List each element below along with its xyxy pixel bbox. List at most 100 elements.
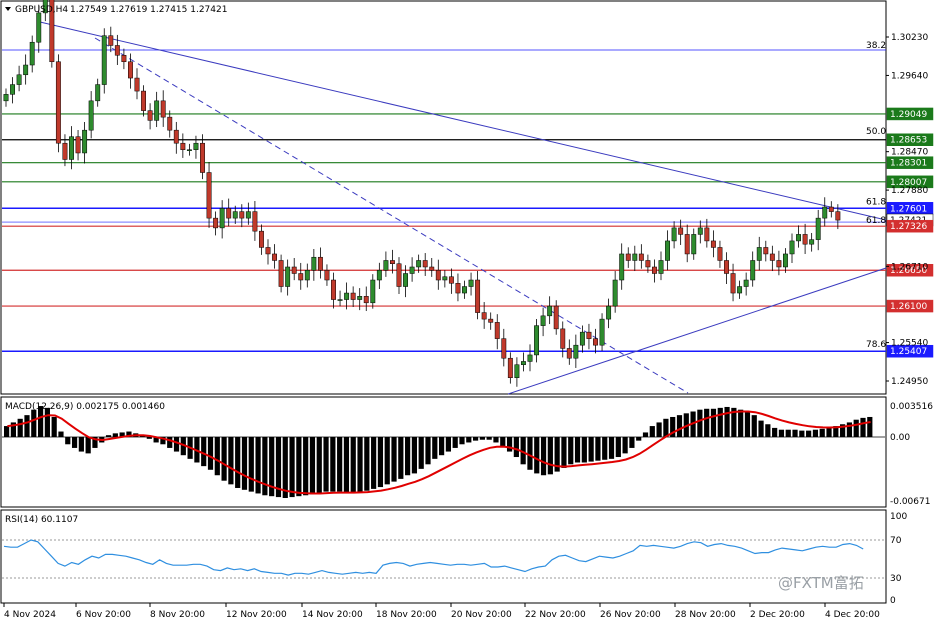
macd-histogram-bar bbox=[731, 407, 737, 437]
candle-body bbox=[232, 211, 238, 219]
candle-body bbox=[488, 318, 494, 323]
time-tick-label: 4 Nov 2024 bbox=[4, 610, 56, 620]
time-tick-label: 8 Nov 20:00 bbox=[150, 610, 205, 620]
macd-tick-bottom: -0.00671 bbox=[890, 497, 930, 507]
candle-body bbox=[95, 84, 101, 102]
candle-body bbox=[3, 94, 9, 102]
rsi-tick-100: 100 bbox=[890, 512, 907, 522]
candle-body bbox=[357, 296, 363, 300]
macd-histogram-bar bbox=[282, 437, 288, 498]
macd-histogram-bar bbox=[228, 437, 234, 485]
macd-histogram-bar bbox=[405, 437, 411, 476]
candle-body bbox=[219, 208, 225, 229]
candle-body bbox=[55, 61, 61, 144]
candle-body bbox=[593, 338, 598, 346]
macd-histogram-bar bbox=[201, 437, 207, 467]
candle-body bbox=[507, 357, 513, 378]
candle-body bbox=[802, 234, 808, 245]
main-pane bbox=[0, 0, 887, 395]
macd-histogram-bar bbox=[833, 426, 839, 437]
macd-histogram-bar bbox=[146, 437, 152, 439]
macd-histogram-bar bbox=[656, 422, 662, 437]
candle-body bbox=[710, 240, 716, 248]
candle-body bbox=[455, 283, 461, 294]
price-tick-label: 1.29640 bbox=[891, 71, 928, 81]
candle-body bbox=[632, 253, 638, 261]
macd-histogram-bar bbox=[418, 437, 424, 469]
candle-body bbox=[514, 364, 520, 378]
macd-histogram-bar bbox=[160, 437, 166, 445]
level-price-text: 1.27326 bbox=[890, 222, 927, 232]
macd-histogram-bar bbox=[853, 419, 859, 437]
candle-body bbox=[206, 172, 212, 219]
macd-histogram-bar bbox=[78, 437, 84, 452]
candle-body bbox=[370, 279, 376, 304]
level-price-tag bbox=[886, 344, 934, 358]
candle-body bbox=[822, 206, 828, 219]
macd-histogram-bar bbox=[520, 437, 526, 465]
macd-histogram-bar bbox=[112, 433, 118, 437]
candle-body bbox=[42, 0, 48, 14]
candle-body bbox=[560, 328, 566, 349]
candle-body bbox=[756, 247, 762, 261]
macd-histogram-bar bbox=[561, 437, 567, 468]
macd-histogram-bar bbox=[595, 437, 601, 461]
candle-body bbox=[671, 227, 677, 242]
candle-body bbox=[272, 253, 278, 261]
rsi-pane bbox=[0, 509, 887, 604]
macd-histogram-bar bbox=[153, 437, 159, 443]
candle-body bbox=[815, 217, 821, 240]
candle-body bbox=[114, 45, 120, 56]
macd-histogram-bar bbox=[357, 437, 363, 492]
candle-body bbox=[396, 263, 402, 287]
candle-body bbox=[501, 338, 507, 359]
macd-histogram-bar bbox=[235, 437, 241, 488]
candle-body bbox=[579, 331, 585, 346]
fib-level-label: 50.0 bbox=[866, 127, 886, 137]
macd-histogram-bar bbox=[806, 430, 812, 437]
macd-histogram-bar bbox=[207, 437, 214, 470]
candle-body bbox=[285, 266, 291, 287]
macd-histogram-bar bbox=[867, 416, 873, 437]
dropdown-triangle-icon[interactable] bbox=[5, 7, 11, 11]
macd-histogram-bar bbox=[547, 437, 553, 475]
macd-histogram-bar bbox=[513, 437, 519, 458]
candle-body bbox=[475, 279, 481, 313]
candle-body bbox=[121, 54, 127, 63]
macd-histogram-bar bbox=[85, 437, 91, 454]
macd-histogram-bar bbox=[629, 437, 635, 448]
ascending-trendline[interactable] bbox=[507, 267, 887, 395]
candle-body bbox=[763, 247, 769, 255]
macd-histogram-bar bbox=[167, 437, 173, 448]
candle-body bbox=[750, 260, 756, 281]
candle-body bbox=[154, 100, 160, 121]
macd-histogram-bar bbox=[445, 437, 451, 452]
rsi-tick-70: 70 bbox=[890, 536, 902, 546]
level-price-tag bbox=[886, 133, 934, 146]
descending-trendline[interactable] bbox=[39, 21, 887, 221]
time-tick-label: 14 Nov 20:00 bbox=[302, 610, 363, 620]
macd-histogram-bar bbox=[377, 437, 384, 488]
macd-histogram-bar bbox=[506, 437, 513, 452]
candle-body bbox=[291, 266, 297, 274]
candle-body bbox=[180, 142, 186, 150]
time-tick-label: 12 Nov 20:00 bbox=[226, 610, 287, 620]
candle-body bbox=[128, 61, 133, 79]
candle-body bbox=[809, 239, 815, 245]
time-tick-label: 18 Nov 20:00 bbox=[376, 610, 437, 620]
macd-histogram-bar bbox=[812, 429, 819, 437]
candle-body bbox=[324, 269, 330, 281]
macd-histogram-bar bbox=[119, 432, 125, 437]
candle-body bbox=[521, 361, 526, 365]
macd-histogram-bar bbox=[534, 437, 540, 474]
macd-histogram-bar bbox=[316, 437, 322, 494]
candle-body bbox=[481, 312, 487, 320]
candle-body bbox=[448, 276, 454, 284]
macd-histogram-bar bbox=[309, 437, 316, 495]
candle-body bbox=[606, 305, 612, 320]
macd-histogram-bar bbox=[540, 437, 547, 476]
candle-body bbox=[134, 77, 140, 92]
candle-body bbox=[311, 256, 317, 271]
macd-histogram-bar bbox=[432, 437, 438, 459]
